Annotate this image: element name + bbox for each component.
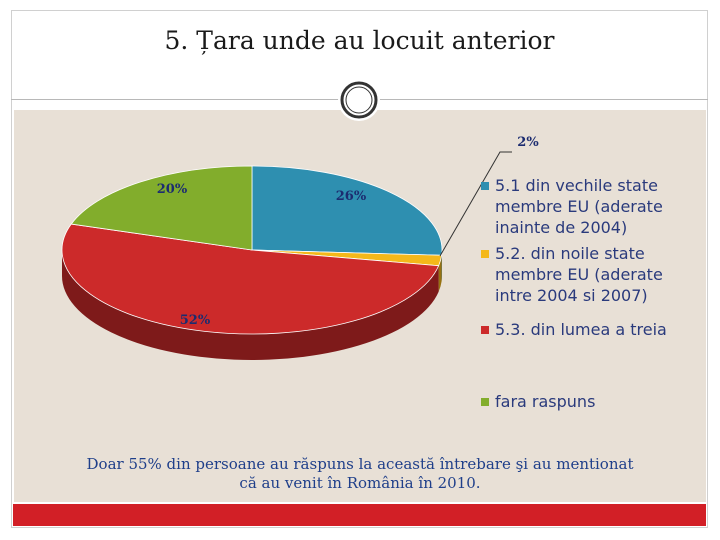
slide-title: 5. Țara unde au locuit anterior [164,26,555,55]
data-label-3: 20% [157,182,188,197]
legend-label-0-0: 5.1 din vechile state [495,176,658,195]
legend-label-1-0: 5.2. din noile state [495,244,645,263]
pie-slice-3 [70,165,253,251]
legend-label-2-0: 5.3. din lumea a treia [495,320,667,339]
data-label-2: 52% [180,313,211,328]
leader-line [439,151,512,257]
legend-label-1-2: intre 2004 si 2007) [495,286,648,305]
slide-frame [11,10,708,528]
footer-bar [13,504,706,526]
pie-slice-2 [61,223,440,335]
legend-swatch-2 [481,326,489,334]
caption-line-2: că au venit în România în 2010. [239,474,481,492]
legend-swatch-1 [481,250,489,258]
pie-slice-0 [251,165,443,256]
legend-swatch-0 [481,182,489,190]
caption-line-1: Doar 55% din persoane au răspuns la acea… [86,455,634,473]
data-label-0: 26% [336,189,367,204]
legend-label-3-0: fara raspuns [495,392,595,411]
chart-caption: Doar 55% din persoane au răspuns la acea… [14,455,706,493]
legend-label-0-1: membre EU (aderate [495,197,663,216]
data-label-1: 2% [517,135,539,150]
legend-label-0-2: inainte de 2004) [495,218,627,237]
legend-swatch-3 [481,398,489,406]
circle-ornament-icon [338,79,380,121]
legend-label-1-1: membre EU (aderate [495,265,663,284]
pie-side-2 [62,250,439,361]
